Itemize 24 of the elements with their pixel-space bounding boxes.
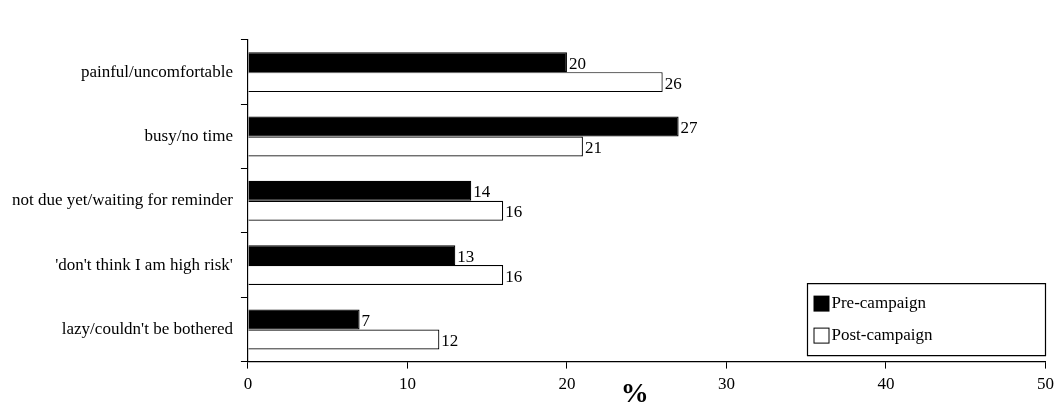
y-tick-label: not due yet/waiting for reminder — [12, 190, 234, 210]
data-label: 16 — [505, 202, 523, 222]
x-tick-label: 0 — [243, 374, 253, 394]
y-tick-label: busy/no time — [144, 125, 233, 145]
data-label: 27 — [680, 117, 699, 137]
x-tick-label: 40 — [877, 374, 895, 394]
data-label: 13 — [457, 246, 475, 266]
x-tick-label: 50 — [1037, 374, 1054, 394]
data-label: 14 — [473, 182, 491, 202]
x-tick-label: 10 — [398, 374, 416, 394]
legend-label: Post-campaign — [831, 325, 934, 345]
data-label: 26 — [664, 73, 682, 93]
x-tick-label: 20 — [558, 374, 576, 394]
data-label: 7 — [361, 310, 371, 330]
data-label: 16 — [505, 266, 523, 286]
x-axis-title: % — [620, 376, 649, 405]
y-tick-label: lazy/couldn't be bothered — [61, 318, 234, 338]
data-label: 20 — [568, 53, 586, 73]
y-tick-label: 'don't think I am high risk' — [55, 254, 233, 274]
y-tick-label: painful/uncomfortable — [80, 61, 233, 81]
data-label: 12 — [441, 330, 459, 350]
x-tick-label: 30 — [717, 374, 735, 394]
legend-label: Pre-campaign — [831, 293, 927, 313]
data-label: 21 — [584, 137, 602, 157]
